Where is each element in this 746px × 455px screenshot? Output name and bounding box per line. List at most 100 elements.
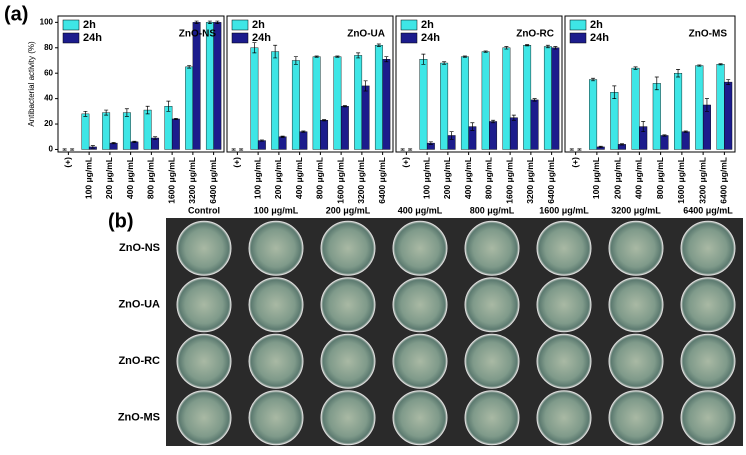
bar: [192, 22, 201, 150]
bar: [674, 72, 683, 150]
error-bar: [683, 130, 688, 133]
error-bar: [132, 140, 137, 143]
error-bar: [124, 108, 129, 117]
petri-dish: [680, 277, 736, 333]
petri-dish: [608, 220, 664, 276]
error-bar: [239, 148, 244, 151]
error-bar: [525, 44, 530, 47]
bar: [681, 131, 690, 150]
error-bar: [166, 100, 171, 112]
error-bar: [342, 105, 347, 108]
bar: [312, 56, 321, 150]
error-bar: [612, 85, 617, 99]
error-bar: [215, 20, 220, 24]
plot-frame: [57, 15, 225, 153]
error-bar: [697, 64, 702, 67]
legend-label: 2h: [252, 19, 265, 31]
error-bar: [363, 80, 368, 92]
legend-label: 24h: [83, 32, 102, 44]
x-tick-label: (+): [570, 157, 580, 168]
error-bar: [676, 69, 681, 78]
x-tick-label: 3200 μg/mL: [187, 157, 197, 204]
bar: [489, 121, 498, 150]
x-tick-label: 6400 μg/mL: [377, 157, 387, 204]
x-tick-label: (+): [63, 157, 73, 168]
x-tick-label: (+): [401, 157, 411, 168]
plot-frame: [395, 15, 563, 153]
petri-dish: [248, 333, 304, 389]
chart-annotation: ZnO-MS: [689, 29, 728, 40]
error-bar: [504, 46, 509, 50]
bar: [652, 83, 661, 150]
error-bar: [207, 20, 212, 24]
bar: [340, 106, 349, 150]
legend-swatch: [400, 32, 418, 44]
plot-frame: [226, 15, 394, 153]
error-bar: [577, 148, 582, 151]
bar: [151, 137, 160, 150]
petri-dish: [320, 277, 376, 333]
error-bar: [376, 43, 381, 47]
bar: [361, 85, 370, 150]
y-tick-label: 20: [44, 119, 53, 128]
error-bar: [591, 77, 596, 82]
petri-dish: [392, 390, 448, 446]
y-tick-label: 0: [49, 145, 54, 154]
error-bar: [545, 44, 550, 49]
x-tick-label: 200 μg/mL: [442, 157, 452, 199]
petri-dish: [536, 277, 592, 333]
bar: [171, 118, 180, 150]
petri-dish: [248, 277, 304, 333]
petri-dish: [392, 220, 448, 276]
x-tick-label: 200 μg/mL: [612, 157, 622, 199]
legend-swatch: [400, 19, 418, 31]
bar: [481, 51, 490, 150]
row-label: ZnO-UA: [118, 299, 160, 311]
error-bar: [83, 110, 88, 117]
x-tick-label: (+): [232, 157, 242, 168]
error-bar: [187, 65, 192, 69]
bar: [278, 136, 287, 150]
row-label: ZnO-MS: [118, 412, 160, 424]
error-bar: [400, 148, 405, 151]
error-bar: [194, 20, 199, 24]
bar: [724, 81, 733, 150]
x-tick-label: 6400 μg/mL: [546, 157, 556, 204]
bar: [543, 46, 552, 150]
chart-annotation: ZnO-UA: [347, 29, 385, 40]
error-bar: [718, 63, 723, 66]
error-bar: [314, 55, 319, 58]
legend-swatch: [569, 32, 587, 44]
chart-annotation: ZnO-NS: [179, 29, 217, 40]
error-bar: [153, 136, 158, 140]
error-bar: [449, 131, 454, 140]
petri-dish: [464, 220, 520, 276]
error-bar: [280, 135, 285, 138]
y-tick-label: 100: [40, 17, 54, 26]
x-tick-label: 100 μg/mL: [83, 157, 93, 199]
petri-dish: [680, 220, 736, 276]
bar: [257, 140, 266, 150]
bar: [271, 51, 280, 150]
x-tick-label: 3200 μg/mL: [697, 157, 707, 204]
legend-swatch: [231, 19, 249, 31]
petri-dish: [536, 333, 592, 389]
bar: [299, 131, 308, 150]
panel-label: (a): [4, 3, 28, 25]
error-bar: [598, 145, 603, 148]
error-bar: [428, 141, 433, 145]
bar: [440, 62, 449, 150]
petri-dish: [392, 333, 448, 389]
error-bar: [491, 119, 496, 124]
bar: [333, 56, 342, 150]
x-tick-label: 1600 μg/mL: [676, 157, 686, 204]
legend-swatch: [62, 32, 80, 44]
x-tick-label: 400 μg/mL: [294, 157, 304, 199]
error-bar: [483, 50, 488, 53]
x-tick-label: 800 μg/mL: [655, 157, 665, 199]
error-bar: [252, 42, 257, 54]
panel-label: (b): [108, 210, 134, 232]
petri-dish: [176, 277, 232, 333]
petri-dish: [176, 220, 232, 276]
